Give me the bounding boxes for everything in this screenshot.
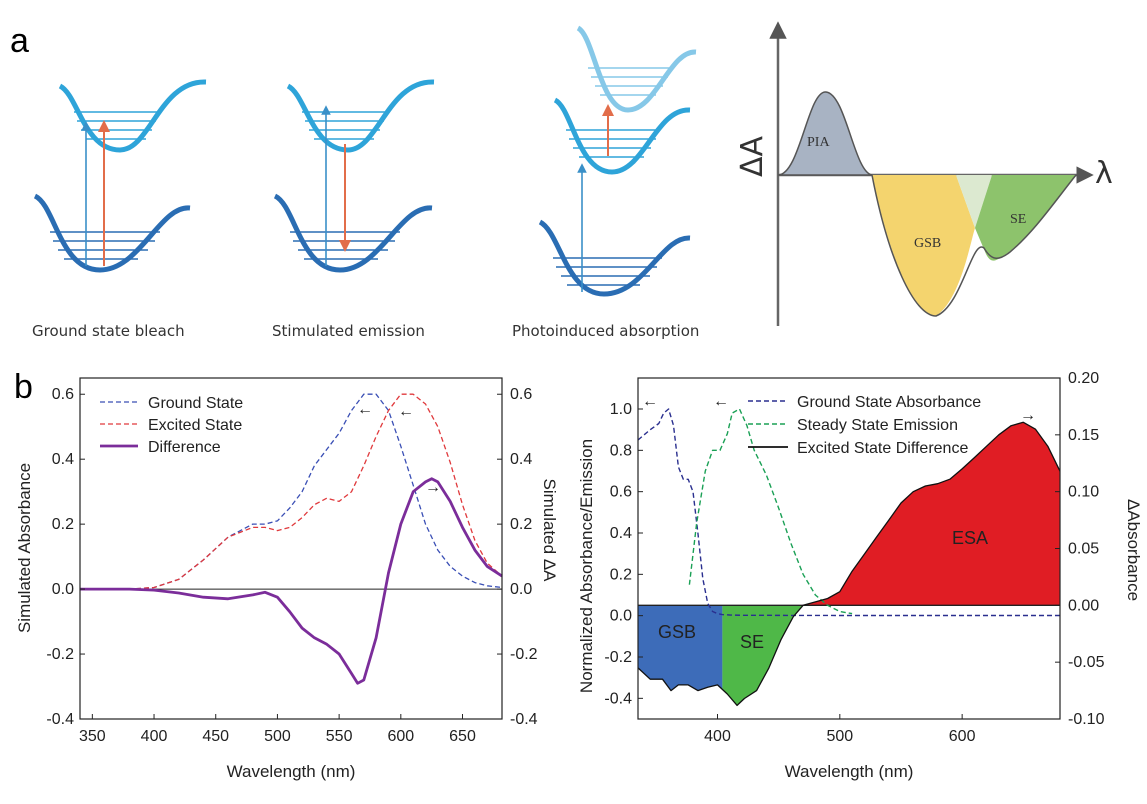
y-tick-label: 0.4	[610, 525, 632, 542]
series-excited-state	[80, 393, 503, 590]
legend-label: Ground State Absorbance	[797, 394, 981, 411]
legend-label: Ground State	[148, 395, 243, 412]
esa-region-label: ESA	[952, 528, 988, 548]
y-tick-label: 0.2	[610, 566, 632, 583]
y-tick-label: 0.0	[52, 581, 74, 598]
y-tick-label: 0.6	[52, 386, 74, 403]
ground-state-well	[538, 219, 691, 297]
gsb-se-overlap	[956, 175, 992, 228]
x-tick-label: 500	[826, 728, 853, 745]
y-right-tick-label: 0.4	[510, 451, 532, 468]
y-axis-label: Normalized Absorbance/Emission	[577, 439, 596, 693]
caption-photoinduced-absorption: Photoinduced absorption	[512, 322, 699, 340]
y-tick-label: 0.4	[52, 451, 74, 468]
se-region-label: SE	[740, 632, 764, 652]
ground-state-bleach-diagram	[33, 79, 207, 273]
excited-state-well	[553, 97, 691, 175]
gsb-region-label: GSB	[658, 622, 696, 642]
y-axis-label: Simulated Absorbance	[15, 463, 34, 633]
y-right-tick-label: -0.05	[1068, 654, 1105, 671]
pia-label: PIA	[807, 135, 830, 150]
x-tick-label: 500	[264, 728, 291, 745]
legend-label: Difference	[148, 439, 221, 456]
legend: Ground State Absorbance Steady State Emis…	[748, 394, 981, 457]
y-right-tick-label: 0.6	[510, 386, 532, 403]
shift-arrow-absorbance: ←	[642, 393, 658, 410]
pia-region	[777, 91, 873, 176]
x-tick-label: 600	[387, 728, 414, 745]
chart-simulated-spectra: 350 400 450 500 550 600 650 -0.4 -0.2 0.0 0.2 0.4 0.…	[15, 377, 559, 781]
esa-fill	[803, 422, 1060, 606]
x-tick-label: 600	[949, 728, 976, 745]
shift-arrow-esa: →	[1020, 407, 1036, 424]
shift-arrow-ground: ←	[357, 401, 373, 418]
y-tick-label: 0.2	[52, 516, 74, 533]
x-axis-label: Wavelength (nm)	[785, 762, 914, 781]
x-tick-label: 450	[202, 728, 229, 745]
y-right-tick-label: 0.2	[510, 516, 532, 533]
panel-a-letter: a	[10, 22, 29, 60]
legend-label: Steady State Emission	[797, 417, 958, 434]
schematic-y-label: ΔA	[735, 135, 770, 177]
y-tick-label: 0.8	[610, 442, 632, 459]
excited-state-well	[58, 79, 207, 153]
y-tick-label: 0.6	[610, 484, 632, 501]
y-right-tick-label: 0.00	[1068, 597, 1099, 614]
se-fill	[722, 605, 804, 706]
y-axis-right-label: ΔAbsorbance	[1124, 499, 1143, 601]
caption-stimulated-emission: Stimulated emission	[272, 322, 425, 340]
excited-state-well	[286, 79, 435, 153]
gsb-region	[872, 175, 975, 316]
plot-frame	[637, 377, 1061, 720]
higher-excited-state-well	[576, 25, 697, 113]
x-tick-label: 400	[704, 728, 731, 745]
delta-a-schematic: ΔA λ PIA GSB SE	[735, 21, 1113, 326]
y-tick-label: -0.4	[46, 711, 74, 728]
panel-b-letter: b	[14, 368, 33, 406]
y-tick-label: -0.2	[604, 649, 632, 666]
series-ground-state-absorbance	[637, 408, 1060, 617]
y-right-tick-label: 0.05	[1068, 541, 1099, 558]
x-tick-label: 550	[326, 728, 353, 745]
shift-arrow-emission: ←	[713, 393, 729, 410]
x-tick-label: 350	[79, 728, 106, 745]
chart-experimental-spectra: 400 500 600 -0.4 -0.2 0.0 0.2 0.4 0.6 0.8 1.0 -0.10…	[577, 370, 1143, 781]
legend-label: Excited State Difference	[797, 440, 968, 457]
gsb-fill	[638, 605, 723, 691]
series-steady-state-emission	[688, 408, 853, 615]
y-right-tick-label: 0.0	[510, 581, 532, 598]
shift-arrow-excited: ←	[398, 403, 414, 420]
y-right-tick-label: -0.4	[510, 711, 538, 728]
se-label: SE	[1010, 212, 1026, 227]
y-axis-right-label: Simulated ΔA	[540, 478, 559, 582]
y-right-tick-label: -0.2	[510, 646, 538, 663]
y-right-tick-label: 0.10	[1068, 484, 1099, 501]
series-excited-state-difference	[637, 421, 1061, 707]
x-tick-label: 650	[449, 728, 476, 745]
ground-state-well	[273, 193, 433, 273]
se-region	[975, 175, 1076, 261]
plot-frame	[79, 377, 503, 720]
y-right-tick-label: 0.20	[1068, 370, 1099, 387]
y-tick-label: -0.4	[604, 690, 632, 707]
stimulated-emission-diagram	[273, 79, 435, 273]
gsb-label: GSB	[914, 236, 941, 251]
x-tick-label: 400	[141, 728, 168, 745]
x-axis-label: Wavelength (nm)	[227, 762, 356, 781]
schematic-x-label: λ	[1095, 156, 1113, 191]
photoinduced-absorption-diagram	[538, 25, 697, 297]
y-tick-label: -0.2	[46, 646, 74, 663]
y-right-tick-label: 0.15	[1068, 427, 1099, 444]
legend: Ground State Excited State Difference	[100, 395, 243, 456]
legend-label: Excited State	[148, 417, 242, 434]
shift-arrow-difference: →	[425, 479, 441, 496]
y-right-tick-label: -0.10	[1068, 711, 1105, 728]
ground-state-well	[33, 193, 191, 273]
caption-ground-state-bleach: Ground state bleach	[32, 322, 185, 340]
y-tick-label: 0.0	[610, 608, 632, 625]
series-difference	[80, 477, 503, 685]
y-tick-label: 1.0	[610, 401, 632, 418]
